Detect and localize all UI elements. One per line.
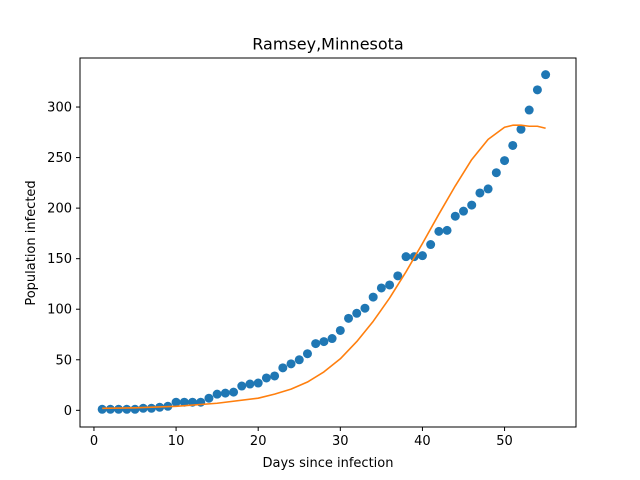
x-axis-title: Days since infection: [263, 456, 394, 471]
x-tick-label: 40: [414, 434, 431, 449]
data-point: [220, 388, 230, 398]
data-point: [286, 359, 296, 369]
data-point: [376, 283, 386, 293]
y-tick-label: 300: [47, 101, 72, 116]
plot-frame: [79, 57, 577, 428]
data-point: [417, 251, 427, 261]
data-point: [105, 404, 115, 414]
data-point: [114, 404, 124, 414]
data-point: [385, 280, 395, 290]
data-point: [97, 404, 107, 414]
x-tick-label: 30: [332, 434, 349, 449]
data-point: [253, 378, 263, 388]
data-point: [541, 70, 551, 80]
x-tick-label: 20: [250, 434, 267, 449]
data-point: [532, 85, 542, 95]
data-point: [204, 393, 214, 403]
data-point: [426, 240, 436, 250]
data-point: [237, 381, 247, 391]
data-point: [130, 404, 140, 414]
y-tick-label: 0: [64, 404, 72, 419]
data-point: [171, 397, 181, 407]
data-point: [450, 211, 460, 221]
data-point: [467, 200, 477, 210]
data-point: [311, 339, 321, 349]
data-point: [524, 105, 534, 115]
data-point: [327, 334, 337, 344]
data-point: [508, 140, 518, 150]
data-point: [146, 403, 156, 413]
data-point: [368, 292, 378, 302]
y-tick-label: 200: [47, 202, 72, 217]
plot-area: [97, 70, 551, 414]
data-point: [344, 313, 354, 323]
data-point: [270, 371, 280, 381]
y-tick-label: 100: [47, 303, 72, 318]
data-point: [278, 363, 288, 373]
data-point: [302, 349, 312, 359]
data-point: [442, 225, 452, 235]
axes: 0 10 20 30 40 50 0 50 100 150 200 250 300: [47, 57, 577, 449]
data-point: [335, 325, 345, 335]
data-point: [393, 271, 403, 281]
fit-line: [102, 124, 546, 410]
data-point: [212, 389, 222, 399]
data-point: [352, 308, 362, 318]
data-point: [500, 156, 510, 166]
data-point: [360, 303, 370, 313]
x-tick-label: 10: [168, 434, 185, 449]
data-point: [459, 206, 468, 216]
y-tick-label: 150: [47, 252, 72, 267]
data-point: [261, 373, 271, 383]
y-tick-label: 50: [55, 353, 72, 368]
x-tick-label: 0: [90, 434, 98, 449]
data-point: [434, 226, 444, 236]
data-point: [122, 404, 132, 414]
data-point: [229, 387, 239, 397]
x-tick-label: 50: [496, 434, 513, 449]
data-point: [319, 337, 329, 347]
y-tick-label: 250: [47, 151, 72, 166]
data-point: [401, 252, 411, 262]
data-point: [294, 355, 304, 365]
chart-title: Ramsey,Minnesota: [252, 35, 403, 54]
data-point: [179, 397, 189, 407]
y-axis-title: Population infected: [24, 180, 39, 305]
data-point: [475, 188, 485, 198]
data-point: [516, 124, 526, 134]
data-point: [491, 168, 501, 178]
data-point: [483, 184, 493, 194]
data-point: [245, 379, 255, 389]
data-point: [138, 403, 148, 413]
